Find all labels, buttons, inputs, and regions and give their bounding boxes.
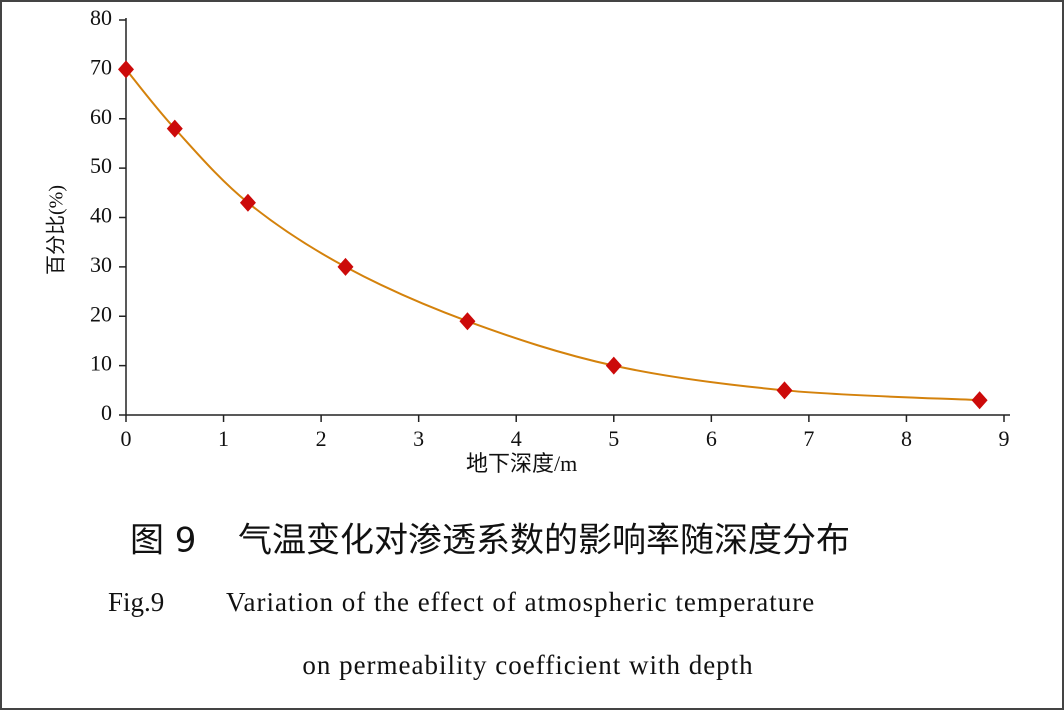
caption-number-zh: 图 9	[130, 521, 196, 561]
x-axis-label: 地下深度/m	[466, 451, 577, 476]
y-tick-label: 10	[90, 351, 112, 376]
marker	[337, 257, 354, 276]
x-tick-label: 7	[803, 426, 814, 451]
x-tick-label: 5	[608, 426, 619, 451]
marker	[166, 119, 183, 138]
marker	[118, 60, 134, 79]
y-tick-label: 60	[90, 104, 112, 129]
x-tick-label: 0	[121, 426, 132, 451]
x-tick-label: 2	[316, 426, 327, 451]
y-tick-label: 30	[90, 252, 112, 277]
x-tick-label: 1	[218, 426, 229, 451]
caption-number-en: Fig.9	[108, 587, 164, 617]
y-tick-label: 20	[90, 301, 112, 326]
caption-title-en: on permeability coefficient with depth	[302, 650, 753, 680]
x-tick-label: 3	[413, 426, 424, 451]
x-tick-label: 9	[999, 426, 1010, 451]
marker	[459, 312, 476, 331]
x-tick-label: 6	[706, 426, 717, 451]
marker	[776, 381, 793, 400]
x-tick-label: 4	[511, 426, 522, 451]
marker	[971, 391, 988, 410]
marker	[239, 193, 256, 212]
y-tick-label: 40	[90, 203, 112, 228]
y-tick-label: 80	[90, 5, 112, 30]
y-tick-label: 0	[101, 400, 112, 425]
caption-title-zh: 气温变化对渗透系数的影响率随深度分布	[238, 521, 850, 561]
caption-title-en: Variation of the effect of atmospheric t…	[226, 587, 815, 617]
y-tick-label: 50	[90, 153, 112, 178]
y-tick-label: 70	[90, 54, 112, 79]
marker	[605, 356, 622, 375]
x-tick-label: 8	[901, 426, 912, 451]
y-axis-label: 百分比(%)	[45, 185, 68, 275]
